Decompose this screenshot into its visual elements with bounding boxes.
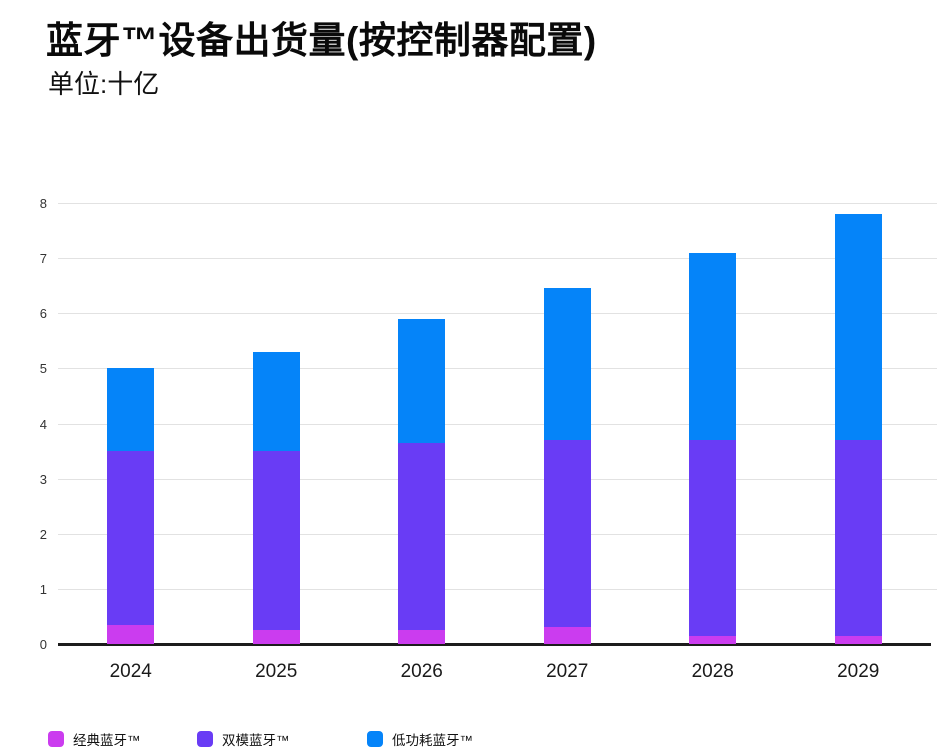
bar-segment-经典蓝牙™ — [398, 630, 446, 644]
gridline — [58, 533, 937, 535]
bar-segment-双模蓝牙™ — [543, 440, 591, 628]
y-tick-label: 2 — [39, 526, 47, 542]
x-tick-label: 2027 — [546, 661, 589, 682]
bar-segment-低功耗蓝牙™ — [252, 351, 300, 452]
gridline — [58, 313, 937, 315]
chart-subtitle: 单位:十亿 — [48, 69, 160, 99]
legend-label: 经典蓝牙™ — [73, 733, 141, 748]
bar-segment-双模蓝牙™ — [107, 451, 155, 625]
bar-segment-低功耗蓝牙™ — [543, 288, 591, 441]
bar-segment-经典蓝牙™ — [689, 635, 737, 644]
x-axis-line — [58, 643, 931, 646]
gridline — [58, 368, 937, 370]
x-tick-label: 2025 — [255, 661, 298, 682]
bar-segment-经典蓝牙™ — [834, 635, 882, 644]
y-tick-label: 0 — [39, 637, 47, 652]
legend-label: 低功耗蓝牙™ — [392, 733, 473, 748]
gridline — [58, 588, 937, 590]
chart-title: 蓝牙™设备出货量(按控制器配置) — [46, 20, 597, 61]
legend-swatch-icon — [367, 731, 383, 747]
bar-segment-低功耗蓝牙™ — [398, 318, 446, 443]
bar-segment-低功耗蓝牙™ — [834, 214, 882, 441]
bar-segment-双模蓝牙™ — [252, 451, 300, 631]
x-tick-label: 2026 — [400, 661, 443, 682]
y-tick-label: 8 — [39, 196, 47, 211]
bar-segment-经典蓝牙™ — [107, 624, 155, 644]
legend-item-低功耗蓝牙™[interactable]: 低功耗蓝牙™ — [367, 729, 473, 749]
gridline — [58, 423, 937, 425]
legend-item-双模蓝牙™[interactable]: 双模蓝牙™ — [197, 729, 290, 749]
gridline — [58, 258, 937, 260]
legend-item-经典蓝牙™[interactable]: 经典蓝牙™ — [48, 729, 141, 749]
x-tick-label: 2024 — [109, 661, 152, 682]
x-tick-label: 2029 — [837, 661, 880, 682]
y-tick-label: 6 — [39, 306, 47, 322]
y-tick-label: 7 — [39, 251, 47, 267]
gridline — [58, 478, 937, 480]
legend-swatch-icon — [197, 731, 213, 747]
legend-swatch-icon — [48, 731, 64, 747]
y-tick-label: 1 — [39, 581, 47, 597]
bar-segment-低功耗蓝牙™ — [107, 368, 155, 452]
bar-segment-经典蓝牙™ — [543, 627, 591, 644]
x-tick-label: 2028 — [691, 661, 734, 682]
legend-label: 双模蓝牙™ — [222, 733, 290, 748]
bar-segment-双模蓝牙™ — [834, 440, 882, 636]
bar-segment-低功耗蓝牙™ — [689, 252, 737, 441]
gridline — [58, 203, 937, 204]
bar-segment-双模蓝牙™ — [689, 440, 737, 636]
bar-segment-双模蓝牙™ — [398, 442, 446, 631]
y-tick-label: 3 — [39, 471, 47, 487]
y-tick-label: 4 — [39, 416, 47, 432]
y-tick-label: 5 — [39, 361, 47, 377]
bar-segment-经典蓝牙™ — [252, 630, 300, 644]
